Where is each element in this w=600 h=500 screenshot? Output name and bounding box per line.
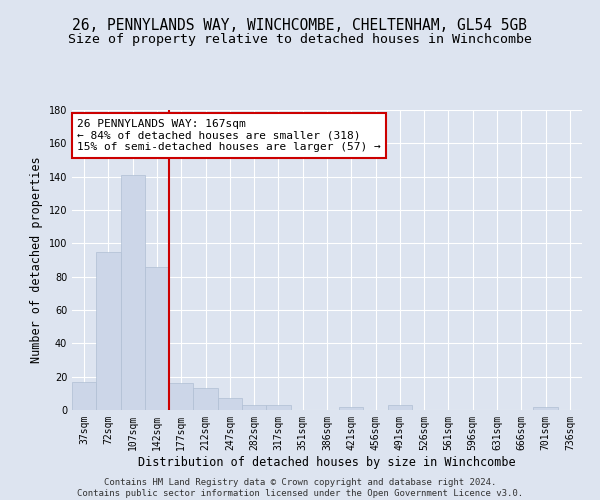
Text: 26, PENNYLANDS WAY, WINCHCOMBE, CHELTENHAM, GL54 5GB: 26, PENNYLANDS WAY, WINCHCOMBE, CHELTENH… xyxy=(73,18,527,32)
Bar xyxy=(72,382,96,410)
Bar xyxy=(218,398,242,410)
Text: Contains HM Land Registry data © Crown copyright and database right 2024.
Contai: Contains HM Land Registry data © Crown c… xyxy=(77,478,523,498)
Text: Size of property relative to detached houses in Winchcombe: Size of property relative to detached ho… xyxy=(68,32,532,46)
Bar xyxy=(121,175,145,410)
Bar xyxy=(388,405,412,410)
Bar xyxy=(533,406,558,410)
Bar xyxy=(242,405,266,410)
X-axis label: Distribution of detached houses by size in Winchcombe: Distribution of detached houses by size … xyxy=(138,456,516,468)
Bar xyxy=(193,388,218,410)
Bar xyxy=(339,406,364,410)
Bar xyxy=(96,252,121,410)
Bar xyxy=(169,384,193,410)
Bar xyxy=(266,405,290,410)
Bar xyxy=(145,266,169,410)
Text: 26 PENNYLANDS WAY: 167sqm
← 84% of detached houses are smaller (318)
15% of semi: 26 PENNYLANDS WAY: 167sqm ← 84% of detac… xyxy=(77,119,381,152)
Y-axis label: Number of detached properties: Number of detached properties xyxy=(30,156,43,364)
